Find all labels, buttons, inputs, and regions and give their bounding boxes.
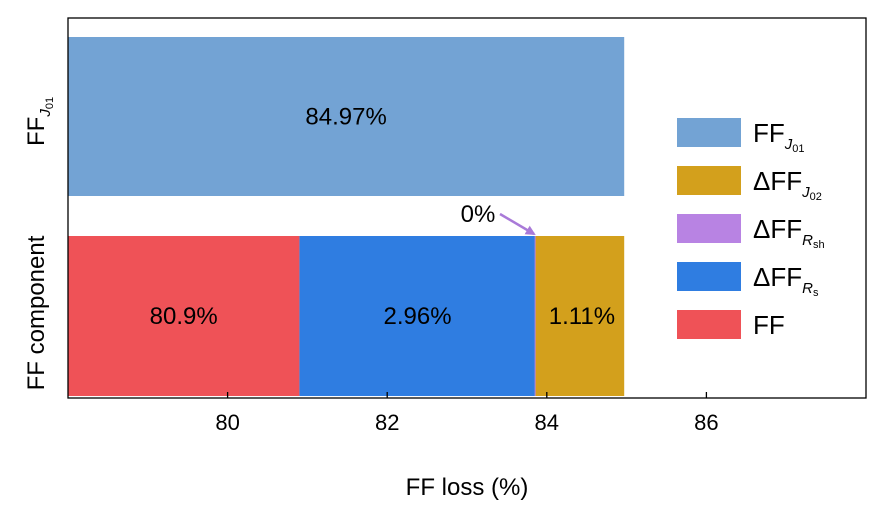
legend-label-FF: FF [753,310,785,340]
bar-segment-dFF_Rs [299,236,536,396]
legend-label-FF_J01: FFJ01 [753,118,805,155]
y-axis-title: FF component [23,235,50,390]
bar-label-dFF_J02: 1.11% [549,303,615,330]
plot-frame [67,17,867,399]
bar-labels-layer: 84.97% 80.9% 2.96% 1.11% [150,104,615,331]
bar-segment-dFF_J02 [535,236,625,396]
y-category-label: FFJ01 [23,97,56,146]
legend: FFJ01 ΔFFJ02 ΔFFRsh ΔFFRs FF [677,118,825,340]
x-tick-label: 84 [535,410,559,435]
bars-layer [68,37,625,396]
bar-label-FF_J01: 84.97% [305,104,386,131]
y-category-subsub: 01 [44,97,56,109]
bar-label-FF: 80.9% [150,303,218,330]
legend-label-dFF_Rsh: ΔFFRsh [753,214,825,251]
legend-swatch-FF [677,310,741,339]
x-ticks: 80 82 84 86 [215,392,719,435]
annotation-arrow [499,212,536,236]
legend-swatch-FF_J01 [677,118,741,147]
annotation-text: 0% [461,201,496,228]
legend-swatch-dFF_Rsh [677,214,741,243]
legend-swatch-dFF_J02 [677,166,741,195]
bar-label-dFF_Rs: 2.96% [383,303,451,330]
legend-label-dFF_J02: ΔFFJ02 [753,166,822,203]
bar-segment-FF_J01 [68,37,625,196]
y-category-main: FF [23,117,50,146]
x-tick-label: 82 [375,410,399,435]
y-category-sub: J [37,109,54,118]
x-tick-label: 80 [215,410,239,435]
x-tick-label: 86 [694,410,718,435]
bar-segment-FF [68,236,300,396]
legend-label-dFF_Rs: ΔFFRs [753,262,819,299]
legend-swatch-dFF_Rs [677,262,741,291]
x-axis-title: FF loss (%) [406,474,529,501]
